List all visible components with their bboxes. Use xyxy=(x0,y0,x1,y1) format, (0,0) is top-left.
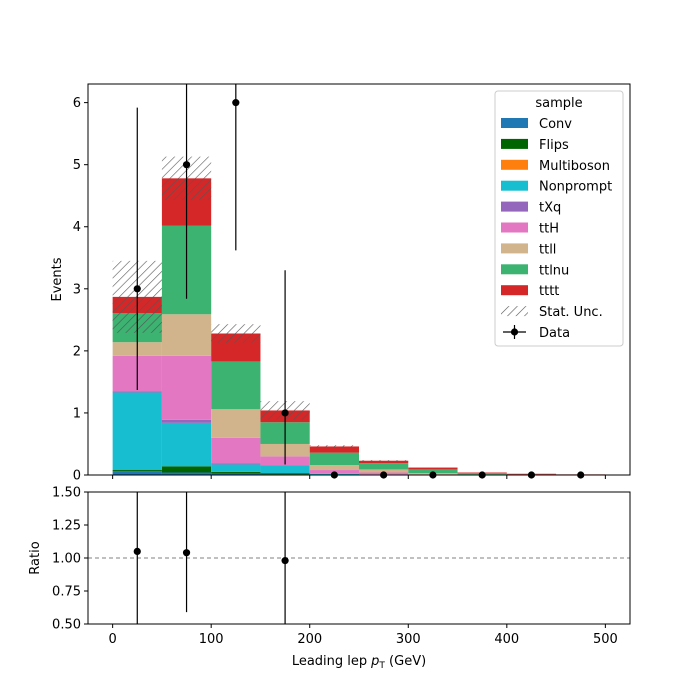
data-point-2 xyxy=(232,99,240,107)
legend-label-txq: tXq xyxy=(539,201,561,216)
bar-conv-bin-2 xyxy=(211,473,261,475)
legend-swatch-multiboson xyxy=(501,159,528,170)
bar-nonprompt-bin-3 xyxy=(260,465,310,474)
x-label-subscript: T xyxy=(378,661,385,671)
bar-tttt-bin-6 xyxy=(408,467,458,470)
ratio-x-tick-label: 100 xyxy=(199,632,224,647)
stat-unc-bin-4 xyxy=(309,445,359,448)
ratio-axes-frame xyxy=(87,491,631,625)
bar-txq-bin-0 xyxy=(112,391,162,393)
bar-tttt-bin-4 xyxy=(309,446,359,453)
legend-label-conv: Conv xyxy=(539,117,572,132)
legend: sample Conv Flips Multiboson Nonprompt tXq ttH… xyxy=(494,90,624,347)
ratio-x-axis-label: Leading lep pT (GeV) xyxy=(292,654,426,671)
legend-swatch-flips xyxy=(501,138,528,149)
ratio-y-tick-label: 1.50 xyxy=(52,486,81,501)
legend-label-stat-unc: Stat. Unc. xyxy=(539,305,603,320)
main-x-ticks xyxy=(112,475,606,479)
legend-box xyxy=(494,90,624,347)
main-panel: 0 1 2 3 4 5 6 Events xyxy=(50,83,631,484)
ratio-x-tick-label: 200 xyxy=(297,632,322,647)
data-point-1 xyxy=(182,161,191,169)
ratio-y-ticks: 0.50 0.75 1.00 1.25 1.50 xyxy=(52,486,88,633)
legend-label-nonprompt: Nonprompt xyxy=(539,180,612,195)
legend-label-multiboson: Multiboson xyxy=(539,159,610,174)
legend-swatch-tttt xyxy=(501,285,528,296)
ratio-y-tick-label: 0.75 xyxy=(52,585,81,600)
bar-tttt-bin-5 xyxy=(359,460,409,464)
ratio-y-tick-label: 1.00 xyxy=(52,552,81,567)
ratio-x-tick-label: 400 xyxy=(494,632,519,647)
y-tick-label: 1 xyxy=(73,406,81,421)
bar-txq-bin-1 xyxy=(161,419,212,423)
ratio-point-1 xyxy=(182,549,191,557)
ratio-points xyxy=(133,492,289,624)
y-tick-label: 4 xyxy=(73,220,81,235)
main-axes-frame xyxy=(87,83,631,476)
bar-ttll-bin-4 xyxy=(309,465,359,471)
y-tick-label: 5 xyxy=(73,158,81,173)
legend-label-flips: Flips xyxy=(539,138,569,153)
bar-flips-bin-3 xyxy=(260,473,310,475)
bar-txq-bin-3 xyxy=(260,465,310,466)
ratio-panel: 0.50 0.75 1.00 1.25 1.50 0 100 200 300 400 500 Ra… xyxy=(28,486,631,671)
bar-ttll-bin-1 xyxy=(161,314,212,356)
legend-swatch-ttlnu xyxy=(501,264,528,275)
bar-tth-bin-1 xyxy=(161,355,212,420)
legend-swatch-nonprompt xyxy=(501,180,528,191)
ratio-x-ticks: 0 100 200 300 400 500 xyxy=(108,624,618,647)
bar-flips-bin-1 xyxy=(161,466,212,473)
bar-nonprompt-bin-1 xyxy=(161,422,212,467)
y-tick-label: 2 xyxy=(73,344,81,359)
data-point-3 xyxy=(281,409,289,417)
legend-swatch-ttll xyxy=(501,243,528,254)
bar-ttlnu-bin-5 xyxy=(359,463,409,470)
data-point-0 xyxy=(133,285,141,293)
ratio-x-tick-label: 500 xyxy=(593,632,618,647)
bar-flips-bin-0 xyxy=(112,470,162,472)
legend-swatch-txq xyxy=(501,201,528,212)
ratio-x-tick-label: 300 xyxy=(396,632,421,647)
main-y-axis-label: Events xyxy=(50,257,65,301)
bar-txq-bin-2 xyxy=(211,463,261,465)
ratio-y-axis-label: Ratio xyxy=(28,541,43,574)
ratio-point-2 xyxy=(281,557,289,565)
bar-ttlnu-bin-6 xyxy=(408,469,458,474)
bar-nonprompt-bin-2 xyxy=(211,464,261,472)
bar-conv-bin-0 xyxy=(112,471,162,475)
legend-title: sample xyxy=(535,96,582,111)
y-tick-label: 0 xyxy=(73,469,81,484)
legend-label-ttll: ttll xyxy=(539,242,556,257)
bar-ttll-bin-2 xyxy=(211,409,261,438)
stat-unc-bin-2 xyxy=(211,324,261,343)
bar-conv-bin-1 xyxy=(161,472,212,475)
bar-ttlnu-bin-2 xyxy=(211,361,261,410)
legend-data-marker xyxy=(510,328,519,336)
bar-nonprompt-bin-0 xyxy=(112,392,162,471)
ratio-y-tick-label: 0.50 xyxy=(52,618,81,633)
bar-ttll-bin-5 xyxy=(359,469,409,473)
legend-label-tttt: tttt xyxy=(539,284,559,299)
y-tick-label: 3 xyxy=(73,282,81,297)
legend-swatch-conv xyxy=(501,118,528,128)
legend-swatch-stat-unc xyxy=(501,306,528,317)
bar-tth-bin-2 xyxy=(211,437,261,464)
ratio-point-0 xyxy=(133,547,141,556)
bar-ttlnu-bin-4 xyxy=(309,452,359,466)
y-tick-label: 6 xyxy=(73,96,81,111)
legend-swatch-tth xyxy=(501,222,528,233)
x-label-main: Leading lep xyxy=(292,654,367,669)
stat-unc-bin-5 xyxy=(359,460,409,462)
legend-label-ttlnu: ttlnu xyxy=(539,263,569,278)
x-label-unit: (GeV) xyxy=(385,654,426,669)
legend-label-data: Data xyxy=(539,326,570,341)
legend-label-tth: ttH xyxy=(539,222,559,237)
ratio-y-tick-label: 1.25 xyxy=(52,519,81,534)
bar-flips-bin-2 xyxy=(211,471,261,474)
x-label-symbol: p xyxy=(370,654,379,669)
ratio-x-tick-label: 0 xyxy=(108,632,116,647)
main-y-ticks: 0 1 2 3 4 5 6 xyxy=(73,96,88,484)
